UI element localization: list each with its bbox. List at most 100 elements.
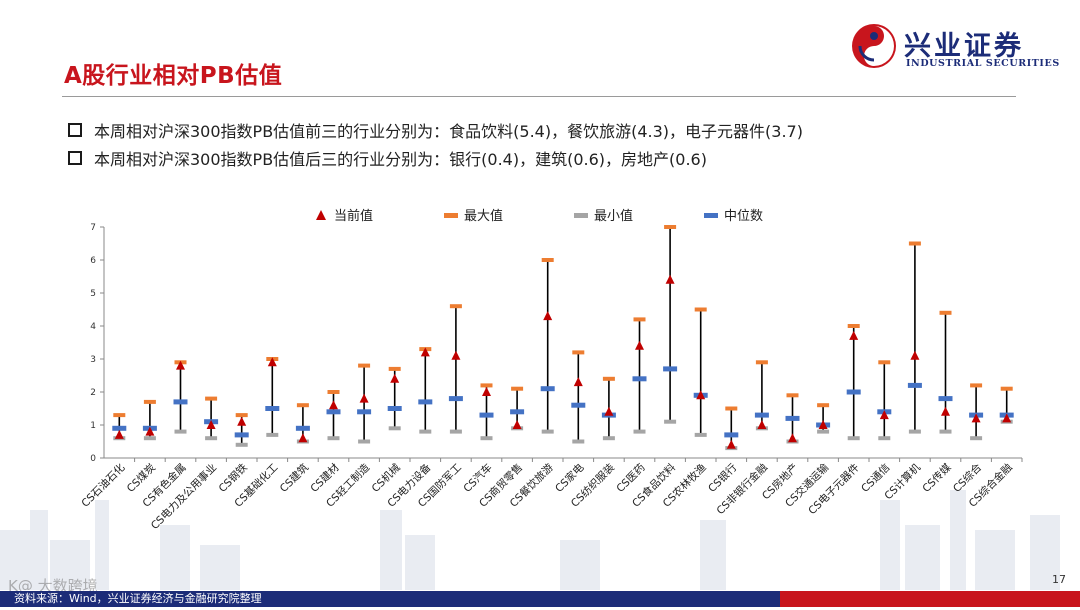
min-marker: [633, 429, 646, 434]
min-marker: [817, 429, 830, 434]
current-marker: [941, 406, 950, 416]
median-marker: [295, 425, 310, 431]
max-marker: [143, 399, 156, 404]
y-tick-label: 1: [90, 421, 96, 431]
current-marker: [206, 420, 216, 429]
title-divider: [62, 96, 1016, 97]
median-marker: [173, 399, 188, 405]
current-marker: [420, 347, 430, 357]
logo-text-cn: 兴业证券: [904, 31, 1024, 62]
min-marker: [358, 439, 371, 444]
current-marker: [359, 393, 369, 403]
max-marker: [205, 396, 218, 401]
current-marker: [635, 340, 644, 350]
max-marker: [480, 383, 493, 388]
min-marker: [572, 439, 585, 444]
current-marker: [512, 420, 522, 429]
max-marker: [541, 258, 554, 262]
max-marker: [878, 360, 891, 365]
current-marker: [329, 400, 338, 410]
legend-label: 当前值: [334, 208, 373, 224]
legend-label: 中位数: [724, 209, 763, 224]
y-tick-label: 0: [90, 454, 96, 464]
y-tick-label: 2: [90, 388, 96, 398]
median-marker: [571, 402, 586, 408]
current-marker: [849, 330, 859, 340]
max-marker: [908, 241, 921, 246]
legend-label: 最大值: [464, 208, 503, 224]
min-marker: [480, 436, 493, 441]
pb-valuation-chart: 01234567CS石油石化CS煤炭CS有色金属CS电力及公用事业CS钢铁CS基…: [79, 208, 1023, 530]
current-marker: [298, 433, 308, 443]
min-marker: [327, 436, 340, 441]
footer-bar-red: [780, 591, 1080, 607]
current-marker: [390, 373, 400, 383]
max-marker: [694, 307, 707, 312]
y-tick-label: 6: [90, 256, 96, 266]
category-label: CS传媒: [920, 461, 954, 495]
current-marker: [267, 357, 277, 367]
bullet-box-icon: [68, 151, 82, 165]
page-number: 17: [1052, 573, 1066, 586]
max-marker: [633, 317, 646, 322]
median-marker: [448, 396, 463, 402]
current-marker: [665, 274, 675, 284]
current-marker: [176, 360, 185, 370]
bullet-text: 本周相对沪深300指数PB估值前三的行业分别为：食品饮料(5.4)，餐饮旅游(4…: [94, 122, 803, 141]
max-marker: [235, 413, 248, 418]
max-marker: [602, 376, 615, 381]
min-marker: [205, 436, 218, 441]
current-marker: [237, 416, 247, 426]
median-marker: [479, 412, 494, 418]
current-marker: [910, 350, 920, 360]
y-tick-label: 5: [90, 289, 96, 299]
median-marker: [357, 409, 372, 415]
current-marker: [788, 433, 797, 443]
current-marker: [726, 439, 736, 449]
median-marker: [112, 425, 127, 431]
min-marker: [143, 436, 156, 441]
max-marker: [388, 366, 401, 371]
median-marker: [387, 406, 402, 411]
min-marker: [847, 436, 860, 441]
median-marker: [265, 406, 280, 411]
legend-label: 最小值: [594, 208, 633, 224]
source-note: 资料来源：Wind，兴业证券经济与金融研究院整理: [14, 592, 262, 605]
legend-swatch-current: [316, 210, 326, 220]
category-label: CS石油石化: [79, 461, 128, 510]
current-marker: [879, 410, 889, 420]
max-marker: [786, 393, 799, 398]
min-marker: [694, 432, 707, 437]
max-marker: [511, 386, 524, 391]
median-marker: [938, 396, 953, 402]
median-marker: [846, 389, 861, 395]
watermark: K@ 大数跨境: [8, 577, 98, 595]
current-marker: [971, 413, 981, 423]
max-marker: [725, 406, 738, 411]
category-label: CS建筑: [277, 461, 311, 495]
city-skyline-decoration: [0, 490, 1060, 590]
max-marker: [1000, 386, 1013, 391]
bullet-box-icon: [68, 123, 82, 137]
legend-swatch: [704, 213, 718, 218]
y-tick-label: 3: [90, 355, 96, 365]
current-marker: [451, 350, 461, 360]
max-marker: [327, 390, 340, 394]
median-marker: [540, 386, 555, 392]
max-marker: [449, 304, 462, 309]
min-marker: [878, 436, 891, 441]
legend-swatch: [574, 213, 588, 218]
logo-text-en: INDUSTRIAL SECURITIES: [906, 58, 1060, 69]
bullet-top-three: 本周相对沪深300指数PB估值前三的行业分别为：食品饮料(5.4)，餐饮旅游(4…: [68, 116, 803, 144]
min-marker: [266, 432, 279, 437]
max-marker: [664, 225, 677, 229]
bullet-bottom-three: 本周相对沪深300指数PB估值后三的行业分别为：银行(0.4)，建筑(0.6)，…: [68, 144, 803, 172]
page-title: A股行业相对PB估值: [64, 63, 283, 89]
median-marker: [510, 409, 525, 415]
current-marker: [818, 420, 828, 429]
y-tick-label: 7: [90, 223, 96, 233]
median-marker: [785, 415, 800, 421]
current-marker: [696, 390, 706, 400]
current-marker: [573, 377, 583, 387]
